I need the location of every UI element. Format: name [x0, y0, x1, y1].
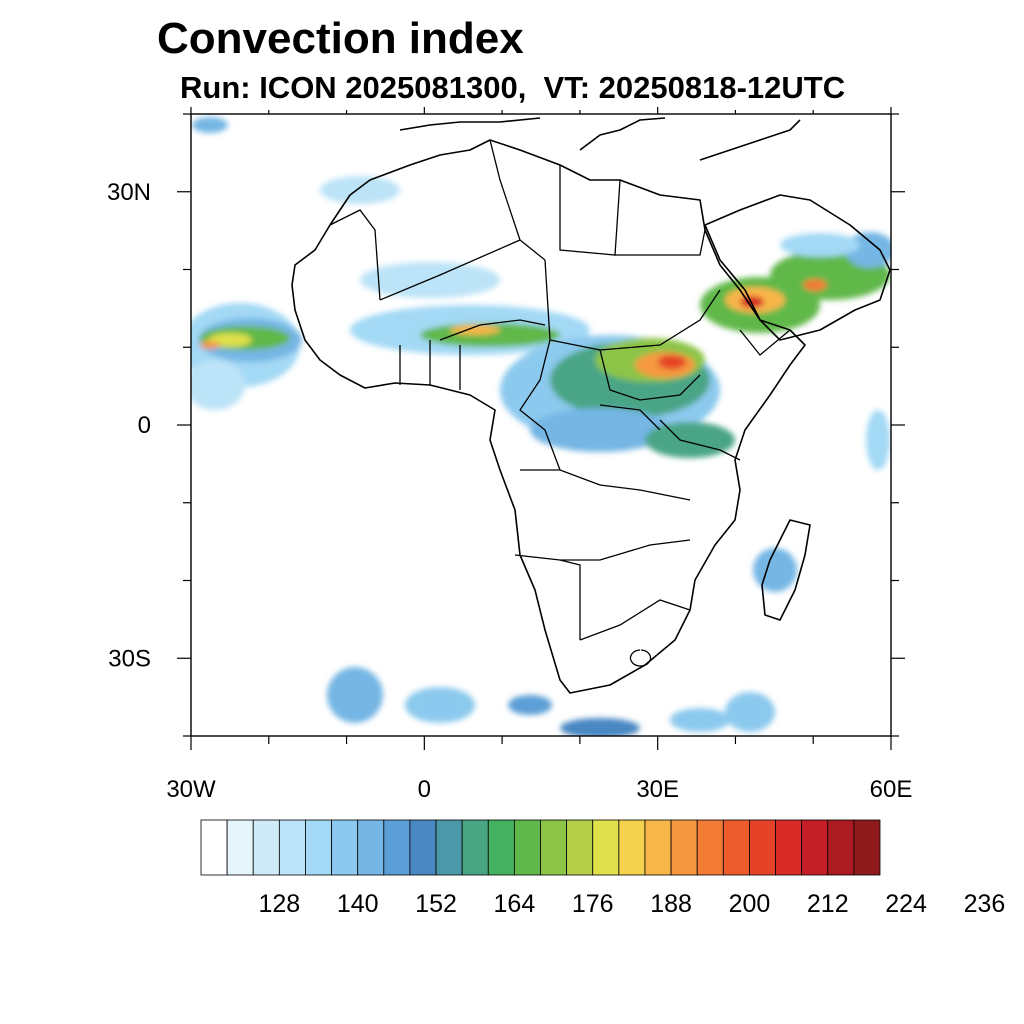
colorbar-swatch: [461, 819, 489, 876]
colorbar-swatch: [853, 819, 881, 876]
colorbar-swatch: [696, 819, 724, 876]
lon-tick-label: 30W: [166, 776, 216, 803]
colorbar-swatch: [513, 819, 541, 876]
lon-labels: 30W 0 30E 60E: [166, 776, 912, 803]
colorbar-labels: 128 140 152 164 176 188 200 212 224 236: [258, 890, 1005, 918]
lon-tick-label: 60E: [870, 776, 913, 803]
lon-tick-label: 0: [418, 776, 431, 803]
lat-tick-label: 0: [138, 412, 151, 439]
colorbar-swatch: [278, 819, 306, 876]
colorbar-swatch: [357, 819, 385, 876]
colorbar-label: 236: [964, 890, 1006, 918]
map-subtitle: Run: ICON 2025081300, VT: 20250818-12UTC: [180, 70, 846, 105]
colorbar-label: 212: [807, 890, 849, 918]
colorbar-swatch: [383, 819, 411, 876]
colorbar-label: 128: [258, 890, 300, 918]
axis-ticks: [177, 107, 905, 750]
colorbar-label: 152: [415, 890, 457, 918]
colorbar-swatch: [566, 819, 594, 876]
colorbar-swatch: [305, 819, 332, 876]
lon-tick-label: 30E: [636, 776, 679, 803]
colorbar-swatch: [331, 819, 359, 876]
colorbar-swatch: [749, 819, 776, 876]
colorbar-swatch: [540, 819, 568, 876]
convection-field: [191, 117, 891, 736]
map-title: Convection index: [157, 14, 524, 63]
lat-labels: 30N 0 30S: [107, 179, 151, 673]
colorbar-label: 140: [337, 890, 379, 918]
colorbar-label: 164: [494, 890, 536, 918]
colorbar-swatch: [722, 819, 750, 876]
colorbar-swatch: [200, 819, 228, 876]
colorbar-swatch: [775, 819, 803, 876]
lat-tick-label: 30S: [108, 645, 151, 672]
colorbar-swatch: [252, 819, 280, 876]
colorbar-label: 224: [885, 890, 927, 918]
colorbar-swatch: [670, 819, 698, 876]
colorbar-swatch: [487, 819, 515, 876]
colorbar-swatch: [618, 819, 646, 876]
colorbar-swatch: [409, 819, 437, 876]
country-borders: [329, 139, 791, 667]
colorbar-label: 200: [729, 890, 771, 918]
colorbar-label: 176: [572, 890, 614, 918]
colorbar-swatch: [801, 819, 829, 876]
colorbar-swatch: [226, 819, 254, 876]
colorbar-swatch: [592, 819, 620, 876]
lat-tick-label: 30N: [107, 179, 151, 206]
colorbar-label: 188: [650, 890, 692, 918]
colorbar-swatch: [827, 819, 855, 876]
colorbar: [200, 819, 881, 876]
colorbar-swatch: [644, 819, 672, 876]
colorbar-swatch: [435, 819, 463, 876]
